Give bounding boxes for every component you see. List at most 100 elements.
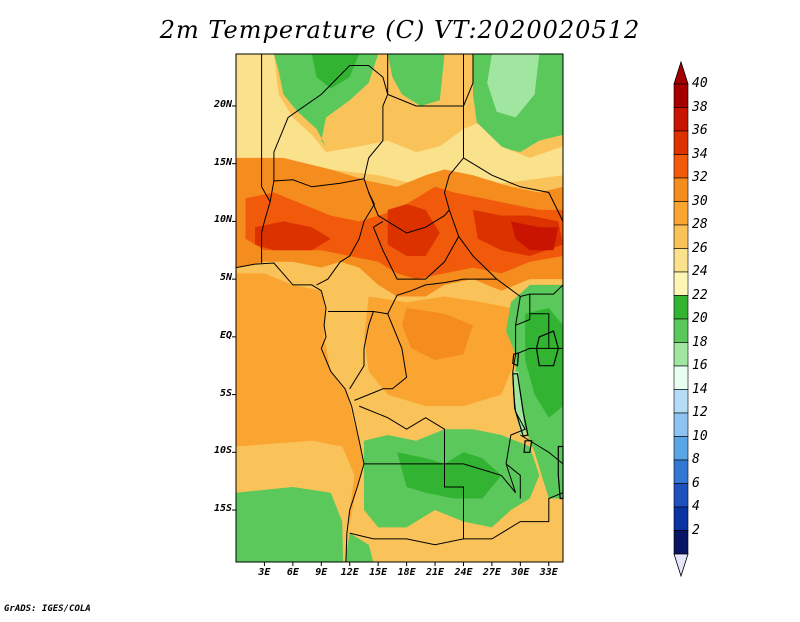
lake-outline-4: [512, 352, 520, 367]
colorbar-top-arrow: [673, 60, 689, 85]
lon-label-21E: 21E: [426, 567, 445, 578]
lake-outline-2: [557, 445, 564, 500]
border-line-1: [261, 54, 271, 265]
colorbar-swatch-30: [673, 201, 689, 226]
colorbar-swatch-4: [673, 506, 689, 531]
colorbar-label-8: 8: [692, 452, 700, 467]
lat-label-5S: 5S: [219, 387, 232, 399]
colorbar-label-30: 30: [692, 193, 708, 209]
border-line-5: [372, 106, 464, 280]
south-atlantic-green: [236, 487, 344, 562]
colorbar-swatch-20: [673, 318, 689, 343]
lat-label-5N: 5N: [219, 272, 232, 284]
nigeria-hot-core: [255, 221, 331, 251]
colorbar-label-16: 16: [692, 358, 708, 373]
north-green-core: [311, 54, 360, 89]
lake-tanganyika: [512, 371, 526, 435]
colorbar-label-28: 28: [692, 217, 708, 232]
lat-label-10S: 10S: [213, 445, 232, 457]
border-line-10: [373, 278, 497, 315]
map-frame: [235, 53, 564, 563]
border-line-3: [273, 65, 389, 181]
colorbar-label-14: 14: [692, 381, 708, 397]
colorbar-label-2: 2: [692, 522, 700, 538]
grads-credit: GrADS: IGES/COLA: [4, 604, 91, 614]
colorbar-swatch-22: [673, 295, 689, 320]
colorbar-label-10: 10: [692, 428, 708, 444]
colorbar-label-34: 34: [692, 146, 708, 162]
colorbar-label-40: 40: [692, 76, 708, 91]
colorbar-label-18: 18: [692, 334, 708, 350]
colorbar-swatch-6: [673, 483, 689, 508]
border-line-12: [354, 313, 408, 401]
colorbar-swatch-26: [673, 248, 689, 273]
colorbar-swatch-8: [673, 459, 689, 484]
border-line-11: [327, 311, 375, 390]
chart-title: 2m Temperature (C) VT:2020020512: [159, 16, 641, 44]
lon-label-6E: 6E: [286, 567, 299, 578]
colorbar-swatch-32: [673, 177, 689, 202]
colorbar-swatch-2: [673, 530, 689, 555]
car-hot-core: [387, 204, 440, 256]
colorbar-label-38: 38: [692, 99, 708, 115]
northeast-light-green: [487, 54, 540, 118]
congo-basin-warm: [401, 308, 473, 360]
border-line-8: [463, 157, 564, 222]
lat-label-20N: 20N: [213, 98, 232, 110]
south-sudan-hottest: [510, 221, 559, 251]
border-line-7: [463, 54, 474, 107]
border-line-18: [515, 294, 531, 326]
border-line-15: [463, 492, 564, 540]
lon-label-12E: 12E: [340, 567, 359, 578]
colorbar-label-4: 4: [692, 499, 700, 514]
colorbar-swatch-18: [673, 342, 689, 367]
north-green-region: [273, 54, 379, 147]
colorbar-swatch-10: [673, 436, 689, 461]
colorbar-label-36: 36: [692, 123, 708, 138]
colorbar-swatch-38: [673, 107, 689, 132]
lon-label-3E: 3E: [258, 567, 271, 578]
border-line-13: [359, 296, 526, 494]
lake-outline-3: [523, 440, 533, 453]
colorbar-swatch-40: [673, 83, 689, 108]
colorbar-swatch-14: [673, 389, 689, 414]
border-line-20: [505, 463, 521, 499]
lon-label-27E: 27E: [482, 567, 501, 578]
colorbar-label-22: 22: [692, 287, 708, 303]
lake-outline-1: [512, 373, 529, 437]
colorbar-label-20: 20: [692, 311, 708, 326]
colorbar-label-32: 32: [692, 170, 708, 185]
lon-label-24E: 24E: [454, 567, 473, 578]
border-line-17: [515, 347, 563, 355]
colorbar-label-6: 6: [692, 475, 700, 491]
namibia-coast-green: [345, 533, 374, 562]
border-line-0: [235, 262, 365, 563]
lon-label-18E: 18E: [397, 567, 416, 578]
southern-lowland-yellow: [364, 521, 563, 562]
sahara-central-green: [387, 54, 445, 106]
colorbar-swatch-34: [673, 154, 689, 179]
border-line-6: [368, 192, 450, 234]
lat-label-15S: 15S: [213, 503, 232, 515]
colorbar-label-26: 26: [692, 240, 708, 256]
lake-region-green: [525, 308, 563, 418]
lat-label-10N: 10N: [213, 214, 232, 226]
colorbar-bottom-arrow: [673, 553, 689, 578]
lat-label-15N: 15N: [213, 156, 232, 168]
border-line-19: [529, 313, 550, 349]
border-line-4: [387, 54, 464, 107]
colorbar-swatch-36: [673, 130, 689, 155]
lake-outline-0: [535, 330, 559, 367]
colorbar-swatch-24: [673, 271, 689, 296]
lon-label-33E: 33E: [539, 567, 558, 578]
colorbar-swatch-12: [673, 412, 689, 437]
lon-label-30E: 30E: [511, 567, 530, 578]
colorbar-swatch-28: [673, 224, 689, 249]
lon-label-9E: 9E: [315, 567, 328, 578]
lat-label-EQ: EQ: [219, 329, 232, 341]
sahel-yellow-band: [236, 54, 563, 187]
lon-label-15E: 15E: [369, 567, 388, 578]
colorbar-swatch-16: [673, 365, 689, 390]
